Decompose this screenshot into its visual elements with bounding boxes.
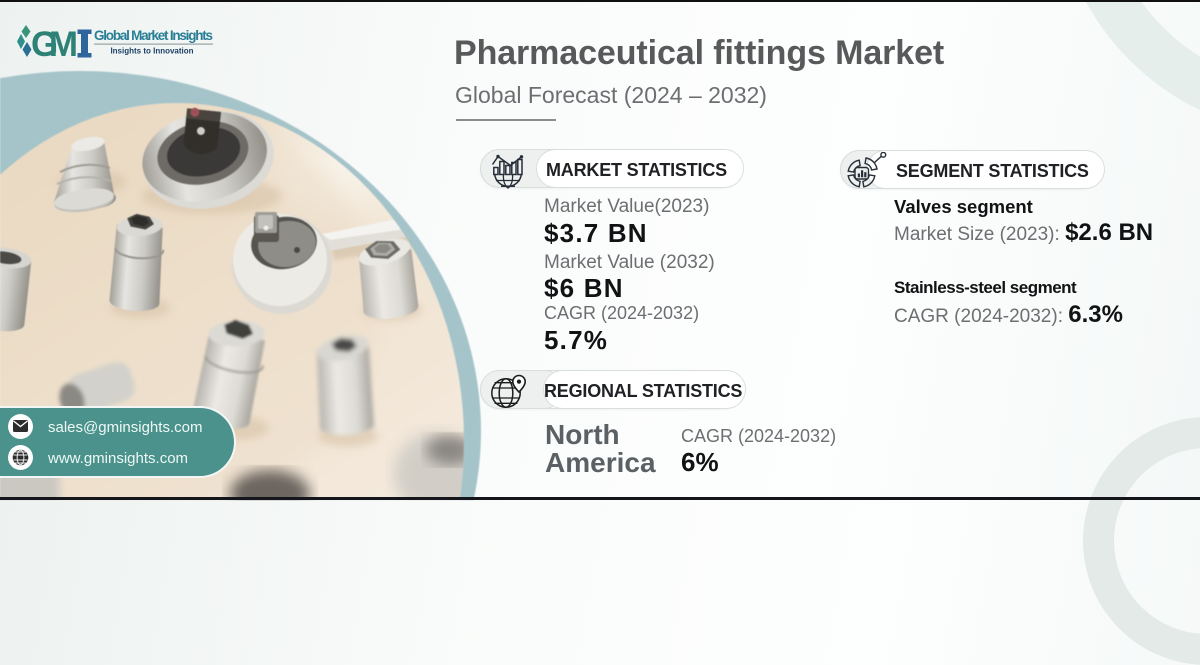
svg-text:Global Market Insights: Global Market Insights <box>94 28 213 43</box>
svg-text:GM: GM <box>31 25 78 64</box>
svg-text:Insights to Innovation: Insights to Innovation <box>110 47 193 56</box>
